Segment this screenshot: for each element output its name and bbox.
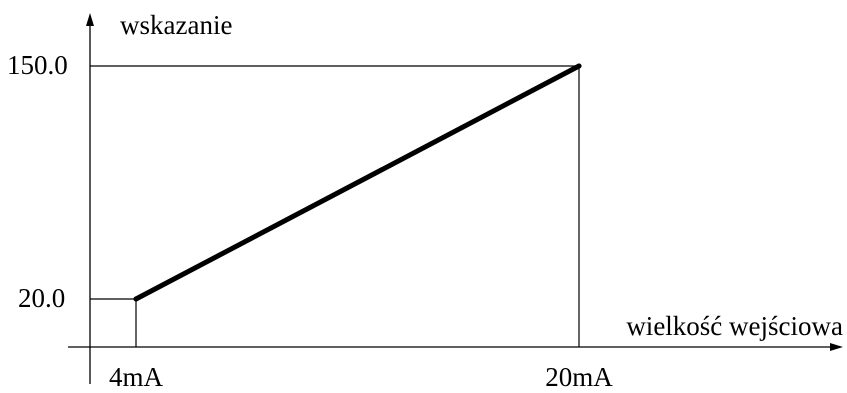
data-point xyxy=(576,63,582,69)
y-tick-label-150: 150.0 xyxy=(7,50,68,80)
chart-marks xyxy=(90,63,582,347)
x-axis-title: wielkość wejściowa xyxy=(626,311,843,341)
x-tick-label-4ma: 4mA xyxy=(109,362,164,388)
y-axis-arrow xyxy=(86,13,94,26)
y-tick-label-20: 20.0 xyxy=(18,283,65,313)
y-axis-title: wskazanie xyxy=(120,10,232,40)
x-axis-arrow xyxy=(830,343,843,351)
x-tick-label-20ma: 20mA xyxy=(545,362,613,388)
data-point xyxy=(133,296,139,302)
series-line-segment xyxy=(133,63,582,302)
